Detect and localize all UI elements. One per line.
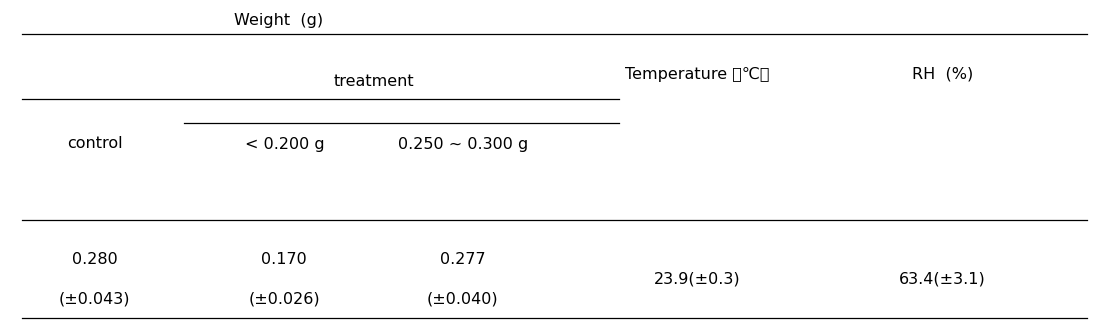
Text: (±0.040): (±0.040) (427, 292, 498, 307)
Text: < 0.200 g: < 0.200 g (244, 137, 324, 152)
Text: 63.4(±3.1): 63.4(±3.1) (899, 272, 986, 287)
Text: control: control (67, 136, 123, 151)
Text: 0.277: 0.277 (440, 252, 485, 267)
Text: 23.9(±0.3): 23.9(±0.3) (653, 272, 740, 287)
Text: 0.170: 0.170 (261, 252, 308, 267)
Text: RH  (%): RH (%) (912, 67, 972, 82)
Text: 0.250 ~ 0.300 g: 0.250 ~ 0.300 g (398, 137, 527, 152)
Text: 0.280: 0.280 (71, 252, 118, 267)
Text: Weight  (g): Weight (g) (234, 13, 323, 28)
Text: Temperature （℃）: Temperature （℃） (624, 67, 769, 82)
Text: treatment: treatment (333, 74, 414, 89)
Text: (±0.026): (±0.026) (249, 292, 320, 307)
Text: (±0.043): (±0.043) (59, 292, 130, 307)
